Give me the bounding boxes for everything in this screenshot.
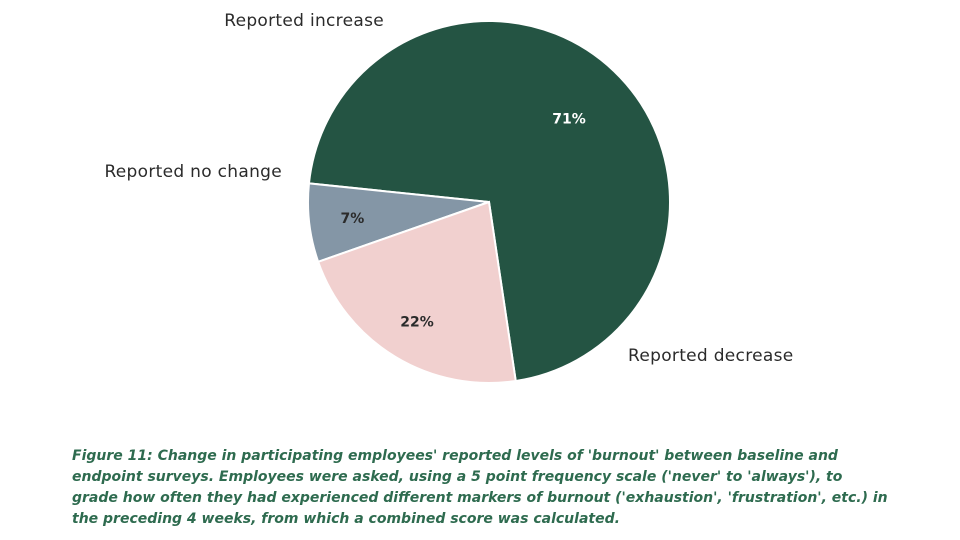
category-label-increase: Reported increase <box>224 11 384 31</box>
category-label-no-change: Reported no change <box>104 162 282 182</box>
pie-slice-reported-increase <box>316 200 517 384</box>
pie-chart: 71% 7% 22% Reported decrease Reported no… <box>104 11 794 384</box>
figure-caption: Figure 11: Change in participating emplo… <box>72 448 888 527</box>
slice-value-label-no-change: 7% <box>341 211 365 227</box>
category-label-decrease: Reported decrease <box>628 346 794 366</box>
slice-value-label-decrease: 71% <box>552 111 586 127</box>
slice-value-label-increase: 22% <box>400 314 434 330</box>
